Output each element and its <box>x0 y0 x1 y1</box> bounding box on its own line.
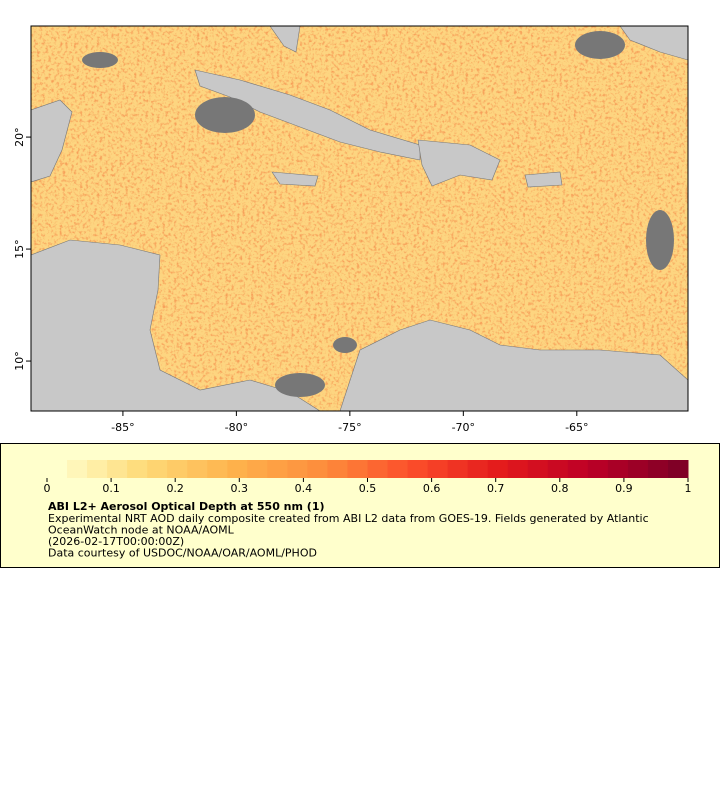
colorbar-tick-label: 1 <box>685 482 692 495</box>
y-tick-label: 20° <box>13 127 26 147</box>
colorbar-step <box>127 460 148 478</box>
colorbar-tick-label: 0.8 <box>551 482 569 495</box>
colorbar-step <box>547 460 569 478</box>
colorbar-step <box>267 460 288 478</box>
colorbar-step <box>327 460 348 478</box>
legend-text: Experimental NRT AOD daily composite cre… <box>48 512 649 560</box>
colorbar-step <box>627 460 649 478</box>
x-tick-label: -70° <box>452 421 475 434</box>
colorbar-step <box>647 460 669 478</box>
colorbar-step <box>227 460 248 478</box>
colorbar-step <box>587 460 609 478</box>
colorbar-tick-label: 0.7 <box>487 482 505 495</box>
colorbar-step <box>567 460 589 478</box>
colorbar-step <box>307 460 328 478</box>
x-tick-label: -85° <box>111 421 134 434</box>
legend-title: ABI L2+ Aerosol Optical Depth at 550 nm … <box>48 500 325 513</box>
legend-line: (2026-02-17T00:00:00Z) <box>48 535 184 548</box>
colorbar-step <box>107 460 128 478</box>
colorbar-step <box>527 460 549 478</box>
y-tick-label: 15° <box>13 239 26 258</box>
legend-line: Experimental NRT AOD daily composite cre… <box>48 512 649 525</box>
colorbar-step <box>507 460 529 478</box>
colorbar-step <box>47 460 68 478</box>
legend-line: Data courtesy of USDOC/NOAA/OAR/AOML/PHO… <box>48 547 317 560</box>
colorbar-step <box>87 460 108 478</box>
colorbar-tick-label: 0.2 <box>166 482 184 495</box>
x-tick-label: -80° <box>225 421 248 434</box>
colorbar-tick-label: 0.5 <box>359 482 377 495</box>
axes: -85° -80° -75° -70° -65° 10° 15° 20° <box>13 127 589 434</box>
colorbar-tick-label: 0 <box>44 482 51 495</box>
colorbar-tick-label: 0.4 <box>295 482 313 495</box>
x-tick-label: -75° <box>338 421 361 434</box>
plot-frame <box>30 25 689 412</box>
legend-line: OceanWatch node at NOAA/AOML <box>48 524 235 537</box>
colorbar-step <box>387 460 409 478</box>
colorbar-step <box>407 460 429 478</box>
colorbar-step <box>147 460 168 478</box>
x-tick-label: -65° <box>565 421 588 434</box>
colorbar-tick-label: 0.3 <box>231 482 249 495</box>
colorbar-step <box>427 460 449 478</box>
colorbar-step <box>487 460 509 478</box>
colorbar-step <box>347 460 368 478</box>
map-field <box>31 26 688 411</box>
colorbar-step <box>667 460 689 478</box>
colorbar-step <box>467 460 489 478</box>
colorbar-step <box>167 460 188 478</box>
y-tick-label: 10° <box>13 351 26 371</box>
colorbar-step <box>367 460 389 478</box>
colorbar-step <box>287 460 308 478</box>
colorbar-step <box>247 460 268 478</box>
colorbar: 0 0.1 0.2 0.3 0.4 0.5 0.6 0.7 0.8 0.9 1 <box>44 460 692 495</box>
colorbar-tick-label: 0.6 <box>423 482 441 495</box>
colorbar-step <box>447 460 469 478</box>
colorbar-step <box>187 460 208 478</box>
colorbar-tick-label: 0.1 <box>102 482 120 495</box>
colorbar-step <box>607 460 629 478</box>
colorbar-step <box>207 460 228 478</box>
colorbar-step <box>67 460 88 478</box>
colorbar-tick-label: 0.9 <box>615 482 633 495</box>
